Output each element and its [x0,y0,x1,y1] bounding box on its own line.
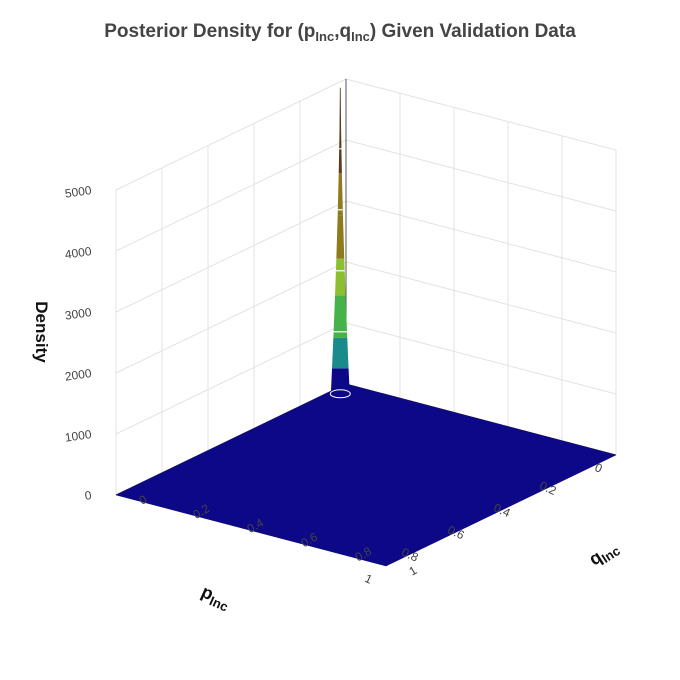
y-tick-label: 1 [407,563,420,579]
x-tick-label: 0.6 [446,523,467,543]
z-axis-title: Density [32,301,51,363]
grid-line [115,261,347,374]
peak-band [333,295,348,338]
peak-band [339,87,342,131]
grid-line [345,200,617,273]
z-tick-label: 0 [84,488,93,503]
grid-line [115,200,347,313]
chart-title: Posterior Density for (pInc,qInc) Given … [104,21,576,44]
wall-0 [116,79,346,495]
grid-line [115,322,347,435]
peak-band [332,337,349,369]
z-tick-label: 2000 [64,366,93,384]
peak-band [336,215,345,259]
density-surface[interactable] [115,87,617,567]
wall-1 [346,79,616,455]
grid-line [345,261,617,334]
z-tick-label: 1000 [64,427,93,445]
x-tick-label: 1 [363,571,375,587]
surface-floor [115,383,617,567]
grid-line [345,78,617,151]
grid-line [115,78,347,191]
peak-band [338,130,342,174]
grid-line [115,139,347,252]
peak-band [337,173,343,216]
x-axis-title: pInc [197,581,234,614]
contour-base [329,389,351,399]
grid-line [345,139,617,212]
x-tick-label: 0.4 [492,501,513,521]
back-walls [116,79,616,495]
peak-band [330,368,350,393]
x-tick-label: 0.2 [538,478,559,498]
z-tick-label: 3000 [64,305,93,323]
z-tick-label: 5000 [64,183,93,201]
peak-band [335,258,346,296]
z-tick-label: 4000 [64,244,93,262]
x-tick-label: 0.8 [400,545,421,565]
grid-line [345,322,617,395]
y-axis-title: qInc [585,536,623,572]
